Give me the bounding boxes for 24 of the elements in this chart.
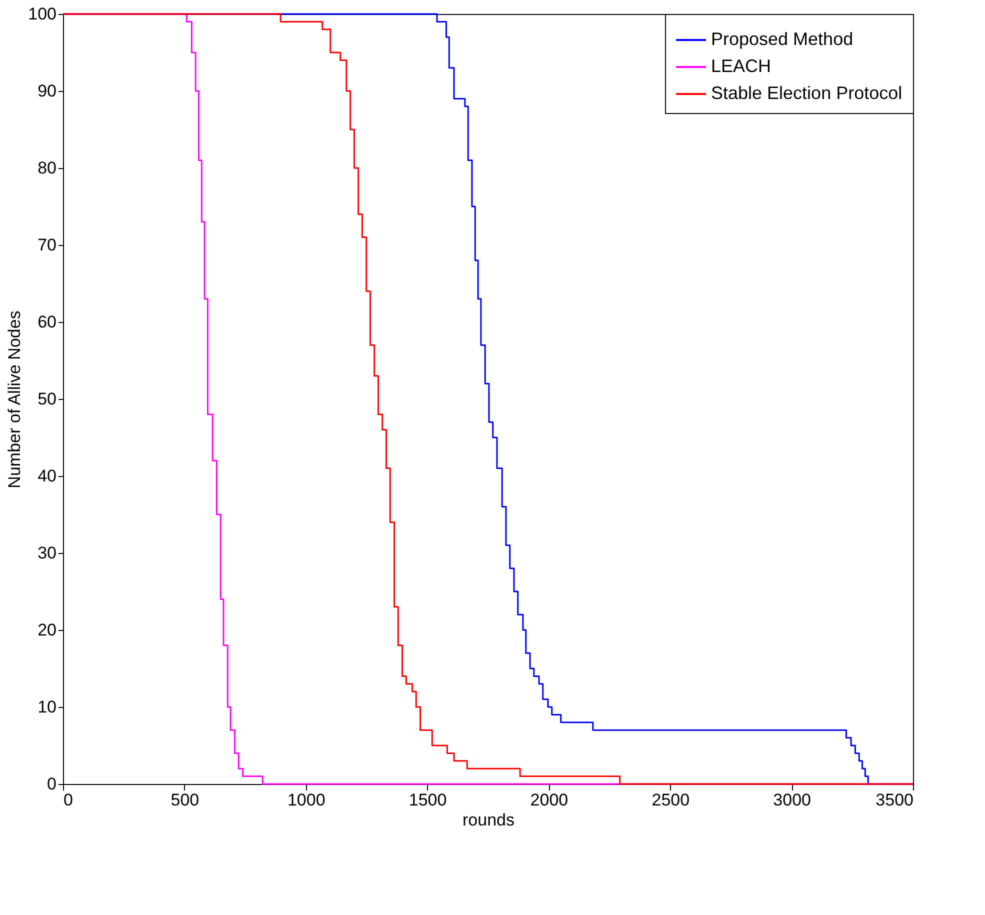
x-tick-label: 0 bbox=[64, 790, 73, 810]
x-tick-label: 1000 bbox=[287, 790, 326, 810]
legend-label: Proposed Method bbox=[711, 29, 854, 49]
y-tick-label: 30 bbox=[38, 544, 56, 562]
y-tick-label: 80 bbox=[38, 158, 56, 178]
y-tick-label: 20 bbox=[38, 620, 56, 640]
y-tick-label: 60 bbox=[38, 312, 56, 332]
y-axis-title: Number of Allive Nodes bbox=[5, 310, 24, 488]
y-tick-label: 0 bbox=[47, 774, 56, 794]
x-tick-label: 2500 bbox=[652, 790, 690, 810]
legend-label: LEACH bbox=[711, 56, 772, 76]
y-tick-label: 50 bbox=[38, 390, 56, 408]
y-tick-label: 90 bbox=[38, 82, 56, 100]
x-axis-title: rounds bbox=[462, 810, 514, 830]
y-tick-label: 70 bbox=[38, 236, 56, 254]
legend-label: Stable Election Protocol bbox=[711, 83, 902, 103]
x-tick-label: 2000 bbox=[530, 790, 568, 810]
y-tick-label: 10 bbox=[38, 698, 56, 716]
x-tick-label: 3000 bbox=[773, 790, 811, 810]
y-tick-label: 40 bbox=[38, 466, 56, 486]
x-tick-label: 500 bbox=[170, 790, 200, 810]
y-tick-label: 100 bbox=[28, 4, 56, 24]
x-tick-label: 1500 bbox=[408, 790, 447, 810]
x-tick-label: 3500 bbox=[876, 790, 914, 810]
